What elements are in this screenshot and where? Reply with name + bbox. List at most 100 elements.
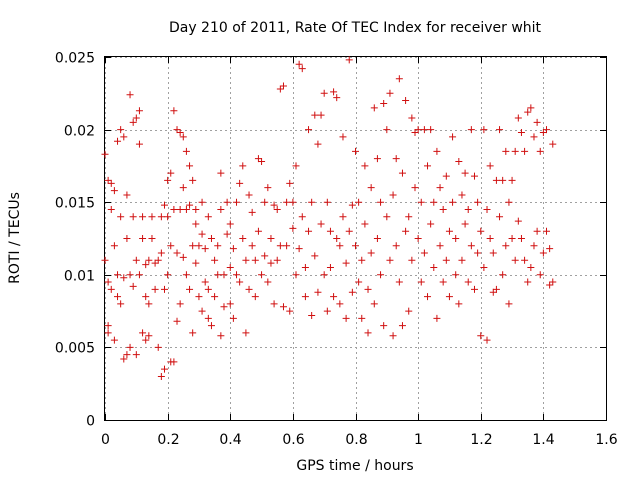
data-point [283, 242, 291, 250]
data-point [301, 293, 309, 301]
data-point [107, 285, 115, 293]
x-tick-label: 0 [101, 432, 110, 448]
data-point [370, 300, 378, 308]
data-point [117, 126, 125, 134]
data-point [348, 288, 356, 296]
data-point [439, 205, 447, 213]
data-point [383, 213, 391, 221]
data-point [110, 187, 118, 195]
y-axis-label: ROTI / TECUs [7, 192, 23, 284]
data-point [436, 184, 444, 192]
data-point [276, 85, 284, 93]
data-point [289, 198, 297, 206]
data-point [217, 169, 225, 177]
data-point [154, 256, 162, 264]
data-point [176, 205, 184, 213]
data-point [242, 256, 250, 264]
data-point [145, 332, 153, 340]
data-point [430, 198, 438, 206]
data-point [521, 147, 529, 155]
data-point [480, 126, 488, 134]
data-point [107, 205, 115, 213]
data-point [464, 278, 472, 286]
data-point [352, 147, 359, 155]
x-tick-label: 0.6 [282, 432, 304, 448]
data-point [524, 278, 532, 286]
data-point [377, 271, 385, 279]
data-point [323, 307, 331, 315]
data-point [104, 176, 112, 184]
data-point [236, 179, 244, 187]
data-point [192, 259, 200, 267]
y-tick-label: 0.025 [55, 51, 95, 67]
data-point [311, 111, 319, 119]
data-point [452, 271, 460, 279]
data-point [496, 213, 504, 221]
data-point [286, 307, 294, 315]
y-tick-label: 0 [86, 414, 95, 430]
data-point [298, 213, 306, 221]
data-point [145, 300, 153, 308]
data-point [414, 126, 422, 134]
data-point [261, 252, 269, 260]
data-point [436, 242, 444, 250]
data-point [167, 242, 175, 250]
data-point [126, 91, 134, 99]
data-point [477, 227, 485, 235]
data-point [305, 227, 313, 235]
data-point [110, 336, 118, 344]
data-point [114, 293, 122, 301]
data-point [242, 329, 250, 337]
data-point [267, 259, 275, 267]
data-point [207, 322, 215, 330]
data-point [458, 256, 466, 264]
data-point [104, 329, 112, 337]
data-point [502, 147, 510, 155]
data-point [517, 235, 525, 242]
data-point [132, 351, 140, 359]
data-point [361, 220, 369, 228]
data-point [258, 158, 266, 166]
y-tick-label: 0.005 [55, 341, 95, 357]
data-point [505, 198, 513, 206]
plot-frame [104, 56, 607, 421]
data-point [217, 205, 225, 213]
data-point [289, 224, 297, 232]
data-point [477, 332, 485, 340]
data-point [198, 230, 206, 238]
data-point [251, 256, 259, 264]
data-point [160, 365, 168, 373]
data-point [164, 176, 172, 184]
data-point [251, 293, 259, 301]
data-point [389, 332, 397, 340]
data-point [276, 242, 284, 250]
data-point [442, 172, 450, 180]
data-point [348, 201, 356, 209]
data-point [305, 126, 313, 134]
data-point [524, 108, 532, 116]
data-point [239, 235, 247, 242]
data-point [151, 285, 159, 293]
data-point [114, 137, 122, 145]
data-point [164, 213, 172, 221]
data-point [233, 271, 241, 279]
data-point [195, 242, 203, 250]
x-tick-label: 1.6 [595, 432, 617, 448]
data-point [292, 271, 300, 279]
data-point [386, 89, 394, 97]
data-point [395, 75, 403, 83]
data-point [308, 198, 316, 206]
data-point [549, 140, 557, 148]
y-tick-label: 0.02 [64, 124, 95, 140]
data-point [364, 285, 372, 293]
data-point [533, 118, 541, 126]
data-point [189, 329, 197, 337]
data-point [204, 285, 212, 293]
data-point [474, 249, 482, 257]
data-point [352, 242, 359, 250]
data-point [160, 285, 168, 293]
data-point [505, 300, 513, 308]
data-point [470, 172, 478, 180]
data-point [279, 303, 287, 311]
data-point [549, 278, 557, 286]
